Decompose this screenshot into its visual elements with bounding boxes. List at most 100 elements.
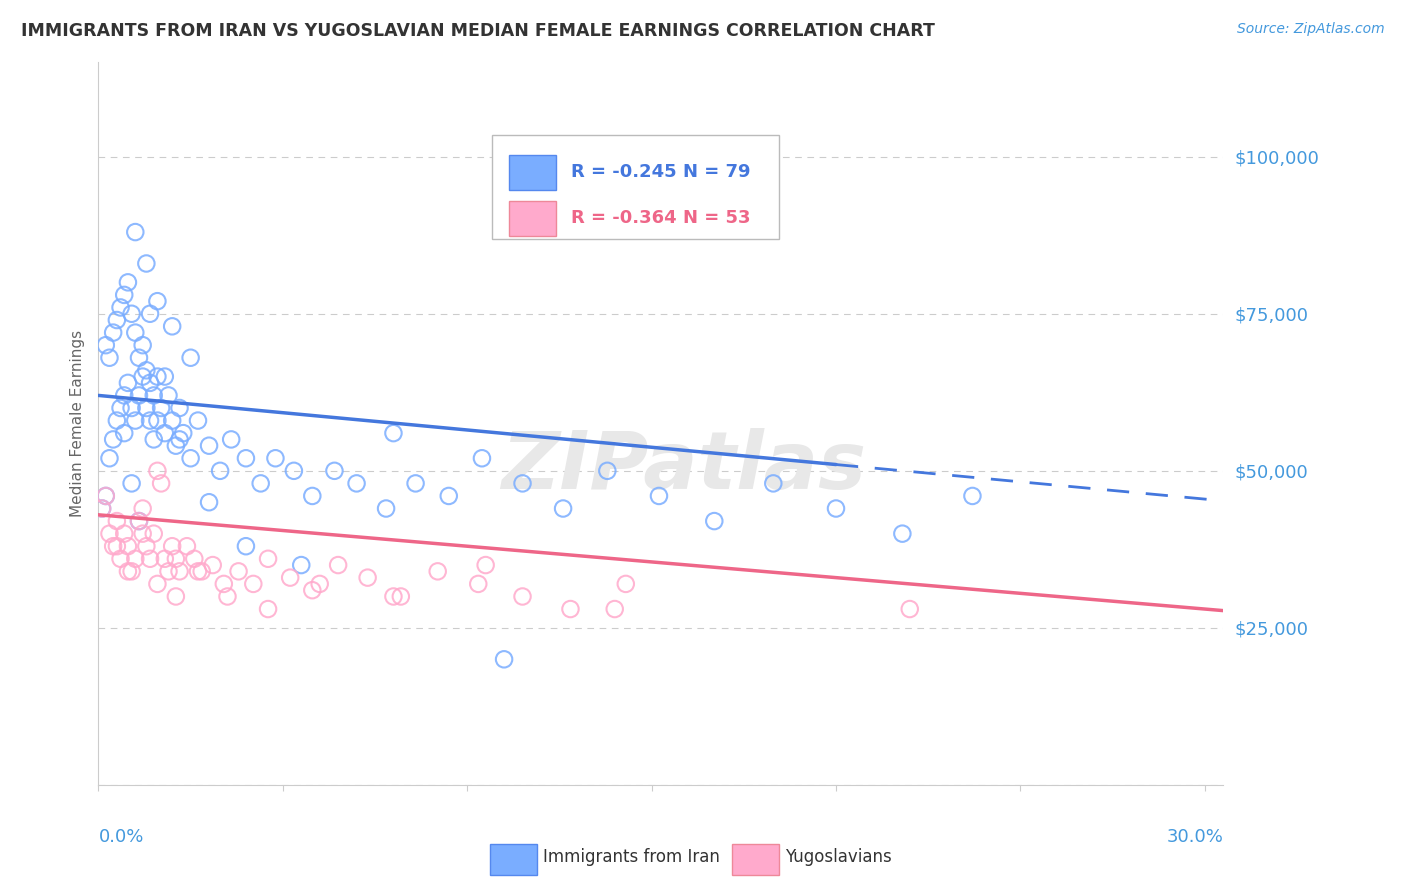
Point (105, 539, 128, 553)
Point (703, 514, 725, 528)
Point (249, 476, 271, 491)
Point (198, 439, 221, 453)
Point (101, 326, 124, 340)
Point (139, 376, 162, 390)
Point (117, 376, 139, 390)
Point (165, 439, 187, 453)
Point (160, 539, 183, 553)
Point (356, 571, 378, 585)
Point (153, 551, 176, 566)
Point (153, 369, 176, 384)
Text: IMMIGRANTS FROM IRAN VS YUGOSLAVIAN MEDIAN FEMALE EARNINGS CORRELATION CHART: IMMIGRANTS FROM IRAN VS YUGOSLAVIAN MEDI… (21, 22, 935, 40)
FancyBboxPatch shape (492, 135, 779, 239)
Point (467, 577, 489, 591)
Point (494, 652, 516, 666)
Point (94, 338, 117, 352)
Point (172, 426, 194, 441)
Point (139, 551, 162, 566)
Point (142, 388, 165, 402)
Point (157, 565, 180, 579)
Point (131, 501, 153, 516)
Point (91, 501, 114, 516)
Point (278, 571, 301, 585)
Point (157, 388, 180, 402)
Text: Source: ZipAtlas.com: Source: ZipAtlas.com (1237, 22, 1385, 37)
Point (301, 489, 323, 503)
Point (326, 558, 349, 572)
Point (301, 583, 323, 598)
Point (124, 413, 146, 427)
Point (146, 464, 169, 478)
Point (110, 401, 132, 415)
Point (131, 369, 153, 384)
Point (117, 539, 139, 553)
Point (180, 451, 202, 466)
Point (603, 602, 626, 616)
Point (187, 413, 209, 427)
Point (128, 514, 150, 528)
Point (135, 401, 157, 415)
Point (264, 451, 287, 466)
Point (235, 539, 257, 553)
Text: R = -0.245: R = -0.245 (571, 163, 676, 181)
Text: N = 79: N = 79 (683, 163, 751, 181)
Point (146, 413, 169, 427)
Point (121, 476, 143, 491)
Point (389, 590, 412, 604)
Text: R = -0.364: R = -0.364 (571, 210, 676, 227)
Point (648, 489, 671, 503)
Point (212, 577, 235, 591)
Point (101, 433, 124, 447)
Point (150, 401, 173, 415)
Point (228, 565, 250, 579)
Point (124, 551, 146, 566)
Point (596, 464, 619, 478)
Point (98, 526, 121, 541)
Point (426, 565, 449, 579)
Point (437, 489, 460, 503)
Point (146, 577, 169, 591)
Point (117, 276, 139, 290)
Text: Immigrants from Iran: Immigrants from Iran (543, 848, 720, 866)
Point (112, 288, 135, 302)
Point (242, 577, 264, 591)
FancyBboxPatch shape (489, 844, 537, 874)
Point (91, 501, 114, 516)
Point (150, 476, 173, 491)
Point (94, 489, 117, 503)
Point (169, 565, 191, 579)
Point (512, 590, 534, 604)
FancyBboxPatch shape (731, 844, 779, 874)
FancyBboxPatch shape (509, 201, 557, 236)
Point (117, 565, 139, 579)
Point (169, 401, 191, 415)
Point (139, 413, 162, 427)
Point (160, 413, 183, 427)
Point (121, 307, 143, 321)
Point (382, 426, 405, 441)
Point (891, 526, 914, 541)
Point (898, 602, 921, 616)
Point (474, 558, 496, 572)
Point (176, 539, 198, 553)
Y-axis label: Median Female Earnings: Median Female Earnings (69, 330, 84, 517)
Point (131, 338, 153, 352)
Point (201, 558, 224, 572)
Point (124, 225, 146, 239)
Point (190, 565, 212, 579)
Point (187, 565, 209, 579)
Point (105, 514, 128, 528)
Point (112, 526, 135, 541)
Point (98, 351, 121, 365)
Point (560, 602, 582, 616)
Point (551, 501, 574, 516)
Point (235, 451, 257, 466)
Point (128, 351, 150, 365)
Point (142, 526, 165, 541)
Point (124, 326, 146, 340)
Point (375, 501, 398, 516)
Text: ZIPatlas: ZIPatlas (501, 428, 866, 506)
Point (121, 565, 143, 579)
Point (160, 319, 183, 334)
Point (153, 426, 176, 441)
